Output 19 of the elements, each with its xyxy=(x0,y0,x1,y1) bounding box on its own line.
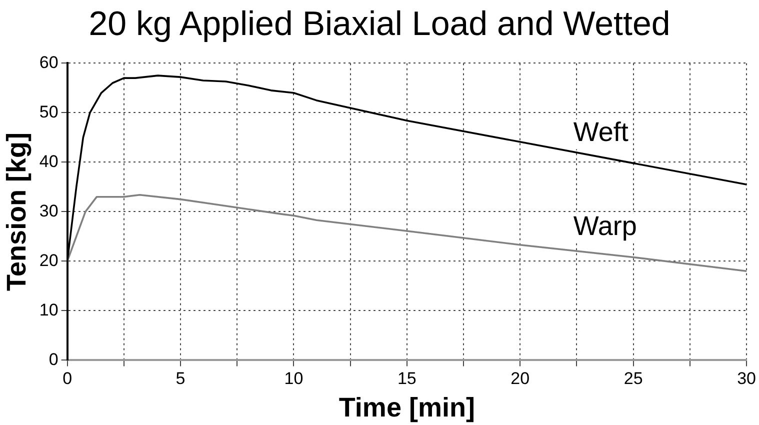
y-tick-label: 10 xyxy=(39,300,58,320)
y-tick-label: 60 xyxy=(39,52,58,72)
x-tick-label: 5 xyxy=(176,369,186,388)
x-axis-title: Time [min] xyxy=(338,392,475,422)
y-tick-label: 40 xyxy=(39,152,58,171)
chart-title: 20 kg Applied Biaxial Load and Wetted xyxy=(88,4,672,45)
series-label: Warp xyxy=(573,211,637,242)
x-tick-label: 30 xyxy=(737,369,756,388)
y-tick-label: 30 xyxy=(39,201,58,220)
y-tick-label: 0 xyxy=(48,350,58,369)
series-label: Weft xyxy=(573,117,629,148)
y-tick-label: 20 xyxy=(39,250,58,270)
x-tick-label: 10 xyxy=(284,369,304,388)
x-tick-label: 20 xyxy=(510,369,530,388)
y-tick-label: 50 xyxy=(39,102,58,122)
y-axis-title: Tension [kg] xyxy=(2,132,32,291)
x-tick-label: 15 xyxy=(397,369,416,388)
x-tick-label: 25 xyxy=(624,369,643,388)
x-tick-label: 0 xyxy=(62,369,72,388)
